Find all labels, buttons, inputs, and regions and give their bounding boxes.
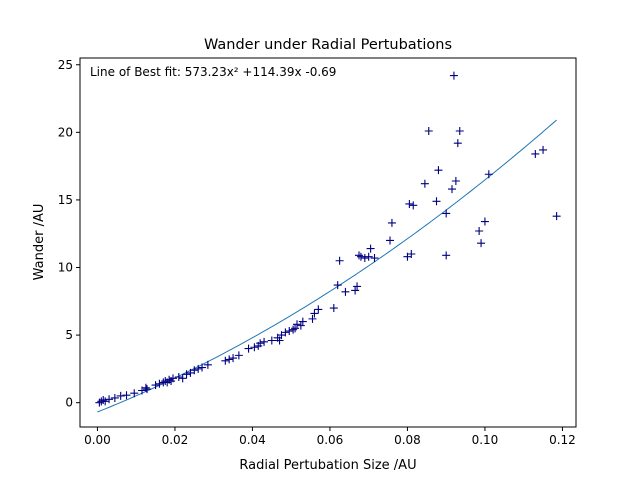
data-point bbox=[449, 71, 458, 80]
data-point bbox=[366, 244, 375, 253]
x-tick-label: 0.04 bbox=[239, 433, 266, 447]
data-point bbox=[99, 395, 108, 404]
data-point bbox=[475, 227, 484, 236]
data-point bbox=[198, 363, 207, 372]
fit-annotation: Line of Best fit: 573.23x² +114.39x -0.6… bbox=[90, 65, 336, 79]
chart-title: Wander under Radial Pertubations bbox=[204, 37, 452, 53]
data-point bbox=[174, 372, 183, 381]
data-point bbox=[165, 375, 174, 384]
data-point bbox=[256, 339, 265, 348]
data-point bbox=[190, 366, 199, 375]
data-point bbox=[364, 252, 373, 261]
data-point bbox=[194, 364, 203, 373]
data-point bbox=[308, 314, 317, 323]
data-point bbox=[155, 379, 164, 388]
y-tick-label: 0 bbox=[65, 396, 73, 410]
data-point bbox=[434, 166, 443, 175]
data-point bbox=[285, 327, 294, 336]
data-point bbox=[420, 179, 429, 188]
data-point bbox=[141, 383, 150, 392]
data-point bbox=[275, 336, 284, 345]
data-point bbox=[221, 356, 230, 365]
data-point bbox=[289, 325, 298, 334]
y-tick-label: 20 bbox=[58, 125, 73, 139]
x-tick-label: 0.02 bbox=[162, 433, 189, 447]
data-point bbox=[451, 177, 460, 185]
data-point bbox=[424, 126, 433, 135]
data-point bbox=[387, 218, 396, 227]
y-tick-label: 5 bbox=[65, 328, 73, 342]
data-point bbox=[353, 282, 362, 291]
data-point bbox=[539, 145, 548, 154]
data-point bbox=[370, 254, 379, 263]
data-point bbox=[355, 251, 363, 260]
data-point bbox=[110, 393, 119, 402]
data-point bbox=[182, 370, 191, 379]
data-point bbox=[293, 320, 301, 329]
data-point bbox=[116, 391, 125, 400]
data-point bbox=[333, 281, 342, 290]
data-point bbox=[351, 286, 360, 295]
data-point bbox=[409, 201, 418, 210]
x-tick-label: 0.06 bbox=[317, 433, 344, 447]
data-point bbox=[360, 254, 369, 263]
data-point bbox=[122, 391, 131, 400]
data-point bbox=[101, 397, 110, 406]
data-point bbox=[291, 324, 300, 333]
data-point bbox=[314, 305, 323, 314]
data-point bbox=[169, 374, 177, 383]
data-point bbox=[329, 304, 338, 313]
axis-ticks: 0.00 0.02 0.04 0.06 0.08 0.10 0.12 0 5 10 15 20 25 bbox=[58, 58, 576, 447]
data-point bbox=[296, 321, 305, 330]
data-point bbox=[455, 126, 464, 135]
data-point bbox=[531, 149, 540, 158]
x-tick-label: 0.12 bbox=[549, 433, 576, 447]
data-point bbox=[484, 170, 493, 179]
data-point bbox=[356, 252, 365, 261]
data-point bbox=[130, 389, 139, 398]
data-point bbox=[442, 251, 451, 260]
data-point bbox=[203, 360, 212, 369]
data-point bbox=[244, 344, 253, 353]
data-point bbox=[250, 343, 259, 352]
data-point bbox=[151, 381, 160, 390]
data-point bbox=[407, 249, 416, 258]
x-tick-label: 0.00 bbox=[84, 433, 111, 447]
data-point bbox=[405, 199, 414, 208]
y-tick-label: 15 bbox=[58, 193, 73, 207]
data-point bbox=[477, 239, 486, 248]
plot-area bbox=[95, 71, 561, 413]
data-point bbox=[386, 236, 394, 245]
data-point bbox=[229, 354, 238, 363]
y-tick-label: 25 bbox=[58, 58, 73, 72]
data-point bbox=[442, 209, 451, 218]
data-point bbox=[178, 374, 187, 383]
x-tick-label: 0.08 bbox=[394, 433, 421, 447]
data-point bbox=[225, 355, 234, 364]
x-tick-label: 0.10 bbox=[472, 433, 499, 447]
data-point bbox=[310, 309, 319, 318]
y-axis-label: Wander /AU bbox=[32, 204, 47, 281]
plot-frame bbox=[79, 57, 577, 428]
data-point bbox=[335, 256, 344, 265]
x-axis-label: Radial Pertubation Size /AU bbox=[239, 458, 416, 473]
data-point bbox=[143, 385, 152, 394]
data-point bbox=[298, 317, 307, 326]
data-point bbox=[341, 287, 350, 296]
data-point bbox=[448, 185, 456, 194]
data-point bbox=[260, 337, 269, 346]
data-point bbox=[105, 395, 114, 404]
data-point bbox=[267, 336, 276, 345]
y-tick-label: 10 bbox=[58, 261, 73, 275]
data-point bbox=[453, 139, 462, 148]
data-point bbox=[234, 351, 243, 360]
data-point bbox=[552, 212, 561, 221]
data-point bbox=[480, 217, 489, 226]
data-point bbox=[432, 197, 441, 206]
data-point bbox=[281, 328, 290, 337]
